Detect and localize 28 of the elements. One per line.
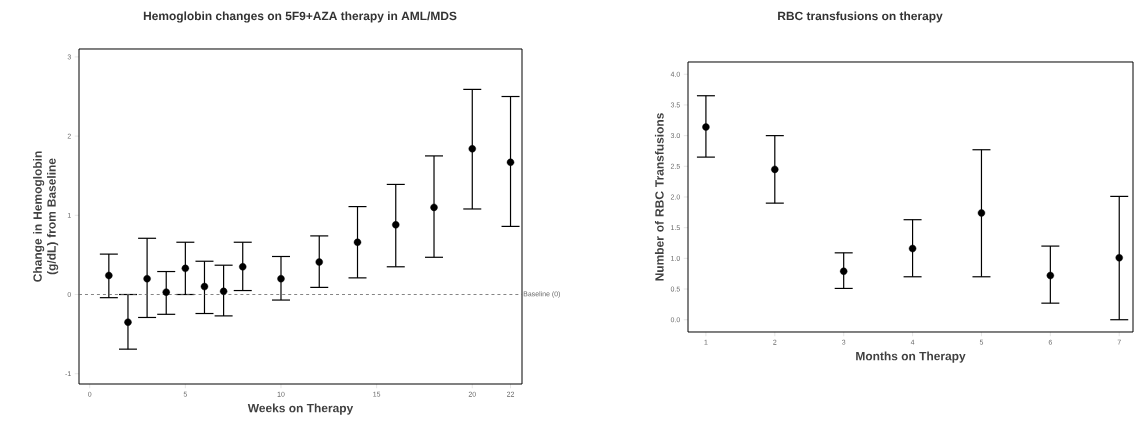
point (839, 267, 848, 275)
point (468, 145, 476, 153)
point (1115, 254, 1123, 262)
x-axis-title: Months on Therapy (856, 351, 966, 363)
point (908, 244, 917, 253)
point (353, 238, 362, 246)
x-axis-title: Weeks on Therapy (247, 403, 354, 415)
point (977, 209, 986, 217)
point (105, 271, 113, 280)
point (219, 287, 228, 296)
point (430, 203, 438, 212)
point (162, 288, 170, 296)
point (143, 274, 151, 283)
chart-title: RBC transfusions on therapy (778, 11, 943, 23)
point (200, 282, 209, 291)
y-axis-title: Change in Hemoglobin (g/dL) from Baseline (33, 151, 59, 282)
point (771, 165, 779, 174)
point (124, 318, 132, 326)
point (506, 158, 515, 166)
y-axis-title: Number of RBC Transfusions (654, 113, 664, 281)
point (702, 123, 710, 131)
point (239, 263, 247, 271)
point (277, 274, 285, 283)
point (392, 221, 400, 229)
point (315, 258, 323, 266)
chart-title: Hemoglobin changes on 5F9+AZA therapy in AML/MDS (143, 11, 457, 23)
point (1046, 271, 1055, 280)
point (181, 264, 190, 273)
